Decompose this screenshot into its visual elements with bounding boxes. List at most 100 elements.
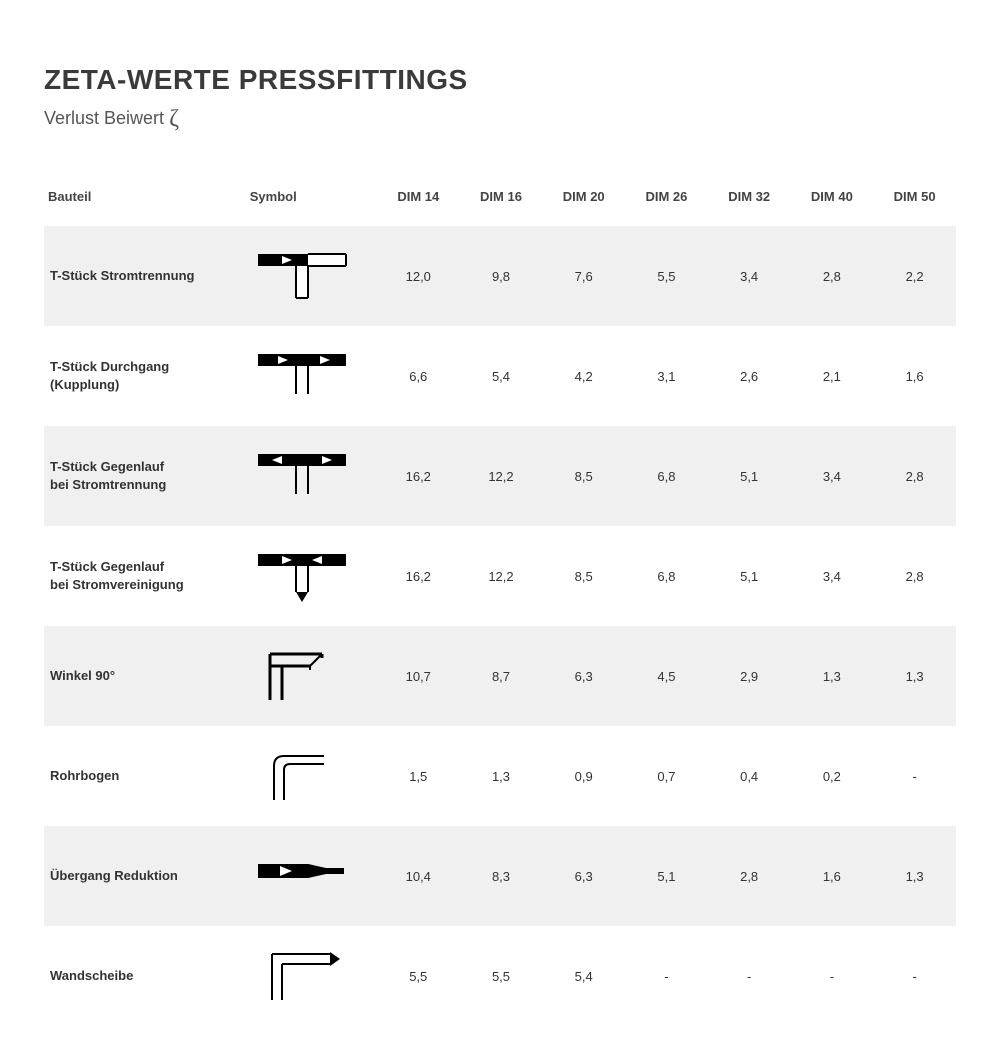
value-cell: 0,9 — [542, 726, 625, 826]
elbow90-icon — [252, 648, 352, 704]
value-cell: - — [873, 926, 956, 1026]
value-cell: 3,4 — [708, 226, 791, 326]
symbol-cell — [246, 526, 377, 626]
value-cell: 3,4 — [791, 526, 874, 626]
value-cell: 3,4 — [791, 426, 874, 526]
value-cell: 9,8 — [460, 226, 543, 326]
value-cell: 3,1 — [625, 326, 708, 426]
bauteil-cell: T-Stück Gegenlaufbei Stromtrennung — [44, 426, 246, 526]
value-cell: 5,4 — [460, 326, 543, 426]
value-cell: 0,4 — [708, 726, 791, 826]
subtitle-text: Verlust Beiwert — [44, 108, 169, 128]
value-cell: 4,2 — [542, 326, 625, 426]
bauteil-cell: Winkel 90° — [44, 626, 246, 726]
value-cell: 5,1 — [708, 526, 791, 626]
table-row: T-Stück Stromtrennung 12,09,87,65,53,42,8… — [44, 226, 956, 326]
value-cell: 6,8 — [625, 526, 708, 626]
bauteil-cell: Rohrbogen — [44, 726, 246, 826]
value-cell: 1,6 — [873, 326, 956, 426]
value-cell: 5,4 — [542, 926, 625, 1026]
table-row: Rohrbogen 1,51,30,90,70,40,2- — [44, 726, 956, 826]
col-dim-40: DIM 40 — [791, 179, 874, 226]
value-cell: 5,1 — [708, 426, 791, 526]
t-counter-sep-icon — [252, 448, 352, 504]
value-cell: 2,8 — [873, 426, 956, 526]
value-cell: 1,6 — [791, 826, 874, 926]
value-cell: 16,2 — [377, 526, 460, 626]
bauteil-cell: T-Stück Stromtrennung — [44, 226, 246, 326]
bauteil-cell: Wandscheibe — [44, 926, 246, 1026]
value-cell: 16,2 — [377, 426, 460, 526]
table-row: Winkel 90°10,78,76,34,52,91,31,3 — [44, 626, 956, 726]
col-dim-26: DIM 26 — [625, 179, 708, 226]
value-cell: 5,1 — [625, 826, 708, 926]
t-pass-icon — [252, 348, 352, 404]
col-bauteil: Bauteil — [44, 179, 246, 226]
col-symbol: Symbol — [246, 179, 377, 226]
symbol-cell — [246, 326, 377, 426]
value-cell: 5,5 — [460, 926, 543, 1026]
value-cell: 2,1 — [791, 326, 874, 426]
col-dim-20: DIM 20 — [542, 179, 625, 226]
table-row: T-Stück Durchgang (Kupplung) 6,65,44,23,1… — [44, 326, 956, 426]
value-cell: 8,5 — [542, 526, 625, 626]
col-dim-16: DIM 16 — [460, 179, 543, 226]
value-cell: 5,5 — [625, 226, 708, 326]
reducer-icon — [252, 848, 352, 904]
t-counter-join-icon — [252, 548, 352, 604]
value-cell: 0,2 — [791, 726, 874, 826]
value-cell: 6,8 — [625, 426, 708, 526]
value-cell: 1,3 — [873, 626, 956, 726]
table-header-row: Bauteil Symbol DIM 14 DIM 16 DIM 20 DIM … — [44, 179, 956, 226]
zeta-table: Bauteil Symbol DIM 14 DIM 16 DIM 20 DIM … — [44, 179, 956, 1026]
value-cell: - — [791, 926, 874, 1026]
value-cell: 0,7 — [625, 726, 708, 826]
value-cell: 12,0 — [377, 226, 460, 326]
bauteil-cell: T-Stück Durchgang (Kupplung) — [44, 326, 246, 426]
t-split-icon — [252, 248, 352, 304]
value-cell: 1,3 — [460, 726, 543, 826]
symbol-cell — [246, 726, 377, 826]
value-cell: - — [708, 926, 791, 1026]
value-cell: 7,6 — [542, 226, 625, 326]
value-cell: 2,6 — [708, 326, 791, 426]
bauteil-cell: Übergang Reduktion — [44, 826, 246, 926]
value-cell: 6,3 — [542, 826, 625, 926]
value-cell: 2,2 — [873, 226, 956, 326]
table-row: T-Stück Gegenlaufbei Stromvereinigung 16,… — [44, 526, 956, 626]
table-row: Übergang Reduktion 10,48,36,35,12,81,61,3 — [44, 826, 956, 926]
value-cell: 2,8 — [791, 226, 874, 326]
value-cell: 4,5 — [625, 626, 708, 726]
bend-icon — [252, 748, 352, 804]
value-cell: 8,7 — [460, 626, 543, 726]
symbol-cell — [246, 226, 377, 326]
value-cell: 2,8 — [708, 826, 791, 926]
value-cell: 2,8 — [873, 526, 956, 626]
value-cell: 8,3 — [460, 826, 543, 926]
value-cell: 1,3 — [873, 826, 956, 926]
value-cell: 2,9 — [708, 626, 791, 726]
bauteil-cell: T-Stück Gegenlaufbei Stromvereinigung — [44, 526, 246, 626]
table-row: T-Stück Gegenlaufbei Stromtrennung16,212… — [44, 426, 956, 526]
symbol-cell — [246, 626, 377, 726]
table-row: Wandscheibe5,55,55,4---- — [44, 926, 956, 1026]
value-cell: 12,2 — [460, 526, 543, 626]
symbol-cell — [246, 426, 377, 526]
page-title: ZETA-WERTE PRESSFITTINGS — [44, 64, 956, 96]
value-cell: 10,4 — [377, 826, 460, 926]
value-cell: - — [873, 726, 956, 826]
value-cell: 10,7 — [377, 626, 460, 726]
col-dim-50: DIM 50 — [873, 179, 956, 226]
value-cell: 8,5 — [542, 426, 625, 526]
value-cell: 1,5 — [377, 726, 460, 826]
zeta-symbol: ζ — [169, 106, 179, 132]
value-cell: 1,3 — [791, 626, 874, 726]
col-dim-32: DIM 32 — [708, 179, 791, 226]
value-cell: - — [625, 926, 708, 1026]
value-cell: 5,5 — [377, 926, 460, 1026]
symbol-cell — [246, 826, 377, 926]
value-cell: 6,3 — [542, 626, 625, 726]
symbol-cell — [246, 926, 377, 1026]
wallplate-icon — [252, 948, 352, 1004]
value-cell: 6,6 — [377, 326, 460, 426]
